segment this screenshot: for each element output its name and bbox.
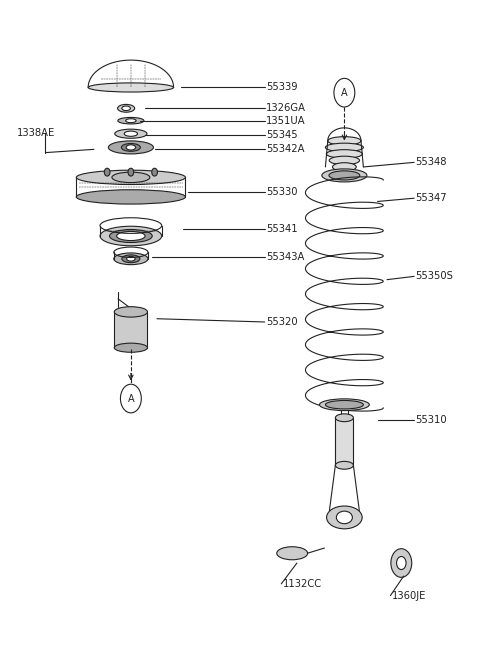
Text: 1360JE: 1360JE: [392, 591, 426, 600]
Ellipse shape: [325, 143, 363, 152]
Ellipse shape: [121, 143, 140, 151]
Ellipse shape: [76, 190, 185, 204]
Circle shape: [120, 384, 141, 413]
Ellipse shape: [109, 229, 152, 242]
Circle shape: [334, 78, 355, 107]
Ellipse shape: [76, 170, 185, 185]
Text: 55347: 55347: [416, 193, 447, 203]
Text: 55343A: 55343A: [266, 252, 304, 262]
Ellipse shape: [277, 547, 308, 560]
Circle shape: [396, 556, 406, 570]
Ellipse shape: [329, 171, 360, 180]
Ellipse shape: [326, 150, 362, 158]
Text: 55330: 55330: [266, 187, 298, 196]
Bar: [336, 418, 353, 465]
Text: 55342A: 55342A: [266, 144, 305, 154]
Ellipse shape: [124, 131, 137, 136]
Ellipse shape: [108, 141, 154, 154]
Ellipse shape: [122, 255, 140, 263]
Ellipse shape: [114, 343, 147, 352]
Ellipse shape: [336, 414, 353, 422]
Ellipse shape: [126, 119, 136, 123]
Ellipse shape: [100, 226, 162, 246]
Text: 55348: 55348: [416, 158, 447, 168]
Ellipse shape: [336, 461, 353, 469]
Circle shape: [391, 549, 412, 578]
Ellipse shape: [328, 137, 361, 145]
Ellipse shape: [122, 106, 131, 110]
Text: A: A: [341, 87, 348, 98]
Text: A: A: [128, 394, 134, 403]
Circle shape: [152, 168, 157, 176]
Text: 55339: 55339: [266, 83, 298, 93]
Ellipse shape: [322, 169, 367, 182]
Ellipse shape: [333, 163, 356, 171]
Text: 55341: 55341: [266, 225, 298, 235]
Ellipse shape: [117, 231, 145, 240]
Text: 55320: 55320: [266, 317, 298, 327]
Ellipse shape: [329, 156, 360, 165]
Ellipse shape: [118, 104, 135, 112]
Ellipse shape: [336, 511, 352, 524]
Ellipse shape: [118, 118, 144, 124]
Ellipse shape: [126, 145, 136, 150]
Ellipse shape: [112, 172, 150, 183]
Ellipse shape: [320, 399, 369, 411]
Text: 55345: 55345: [266, 130, 298, 140]
Circle shape: [128, 168, 134, 176]
Ellipse shape: [326, 506, 362, 529]
Ellipse shape: [325, 401, 363, 409]
Ellipse shape: [115, 129, 147, 138]
Ellipse shape: [88, 83, 174, 92]
Text: 1351UA: 1351UA: [266, 116, 306, 126]
Ellipse shape: [127, 256, 135, 261]
Circle shape: [104, 168, 110, 176]
Ellipse shape: [114, 253, 148, 265]
Bar: [114, 312, 147, 348]
Text: 1326GA: 1326GA: [266, 103, 306, 113]
Text: 55310: 55310: [416, 415, 447, 424]
Text: 55350S: 55350S: [416, 271, 454, 281]
Ellipse shape: [114, 307, 147, 317]
Text: 1132CC: 1132CC: [283, 579, 322, 589]
Text: 1338AE: 1338AE: [17, 128, 55, 138]
